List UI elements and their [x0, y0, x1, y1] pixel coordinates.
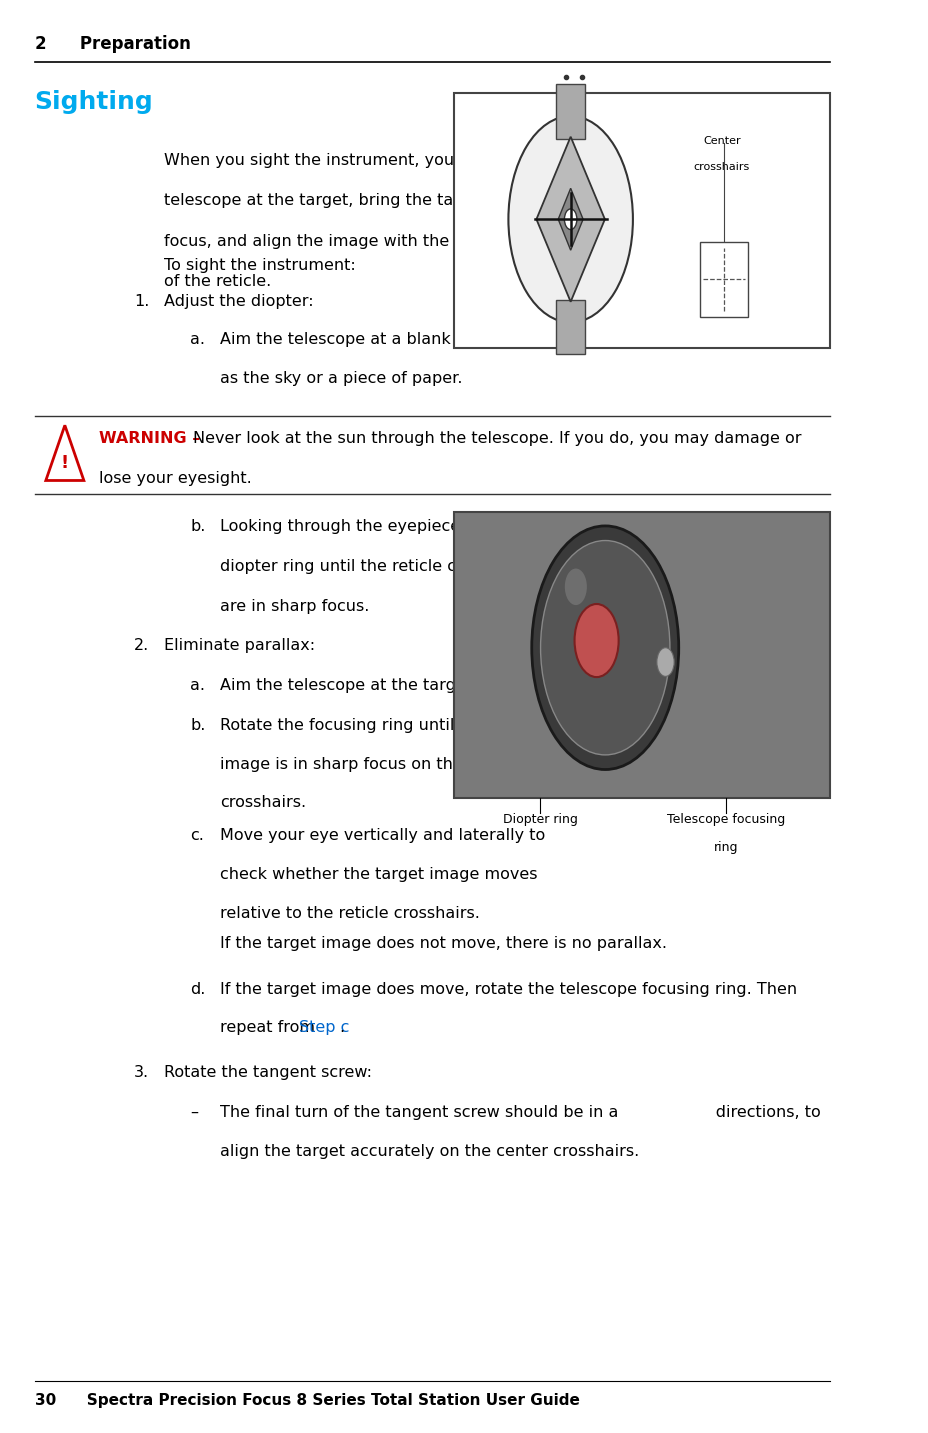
- Text: When you sight the instrument, you aim the: When you sight the instrument, you aim t…: [164, 153, 521, 168]
- Text: a.: a.: [190, 678, 205, 692]
- Text: To sight the instrument:: To sight the instrument:: [164, 258, 355, 272]
- Text: Move your eye vertically and laterally to: Move your eye vertically and laterally t…: [220, 828, 545, 843]
- Text: Telescope focusing: Telescope focusing: [666, 813, 784, 825]
- Text: of the reticle.: of the reticle.: [164, 274, 271, 288]
- Text: If the target image does not move, there is no parallax.: If the target image does not move, there…: [220, 936, 666, 950]
- Text: 3.: 3.: [134, 1065, 149, 1079]
- Text: WARNING –: WARNING –: [99, 431, 206, 446]
- Text: check whether the target image moves: check whether the target image moves: [220, 867, 537, 881]
- Text: Aim the telescope at the target image.: Aim the telescope at the target image.: [220, 678, 533, 692]
- Bar: [556, 299, 585, 354]
- Circle shape: [540, 540, 669, 755]
- Text: Eliminate parallax:: Eliminate parallax:: [164, 638, 316, 652]
- Text: Aim the telescope at a blank area, such: Aim the telescope at a blank area, such: [220, 332, 539, 347]
- Circle shape: [656, 648, 674, 676]
- Text: Rotate the focusing ring until the target: Rotate the focusing ring until the targe…: [220, 718, 540, 732]
- Text: telescope at the target, bring the target image into: telescope at the target, bring the targe…: [164, 193, 577, 208]
- Text: b.: b.: [190, 519, 205, 533]
- Text: 2  Preparation: 2 Preparation: [34, 34, 190, 53]
- Circle shape: [574, 605, 618, 678]
- Bar: [454, 512, 829, 798]
- Text: .: .: [339, 1020, 343, 1035]
- Text: Diopter ring: Diopter ring: [502, 813, 577, 825]
- Text: b.: b.: [190, 718, 205, 732]
- Text: are in sharp focus.: are in sharp focus.: [220, 599, 369, 613]
- Circle shape: [531, 526, 678, 770]
- Polygon shape: [558, 188, 583, 251]
- Text: The final turn of the tangent screw should be in a                   directions,: The final turn of the tangent screw shou…: [220, 1105, 820, 1119]
- Text: Step c: Step c: [299, 1020, 349, 1035]
- Text: If the target image does move, rotate the telescope focusing ring. Then: If the target image does move, rotate th…: [220, 982, 797, 996]
- Text: crosshairs.: crosshairs.: [220, 795, 306, 810]
- Text: Looking through the eyepiece, rotate the: Looking through the eyepiece, rotate the: [220, 519, 550, 533]
- Bar: [454, 93, 829, 348]
- Text: crosshairs: crosshairs: [693, 162, 749, 172]
- Text: !: !: [60, 454, 69, 471]
- Bar: [700, 242, 747, 317]
- Text: repeat from: repeat from: [220, 1020, 320, 1035]
- Text: diopter ring until the reticle crosshairs: diopter ring until the reticle crosshair…: [220, 559, 528, 573]
- Text: 2.: 2.: [134, 638, 149, 652]
- Text: Center: Center: [702, 136, 740, 146]
- Bar: [556, 85, 585, 139]
- Text: c.: c.: [190, 828, 204, 843]
- Text: as the sky or a piece of paper.: as the sky or a piece of paper.: [220, 371, 462, 385]
- Text: relative to the reticle crosshairs.: relative to the reticle crosshairs.: [220, 906, 480, 920]
- Text: Never look at the sun through the telescope. If you do, you may damage or: Never look at the sun through the telesc…: [193, 431, 801, 446]
- Circle shape: [564, 569, 586, 605]
- Text: align the target accurately on the center crosshairs.: align the target accurately on the cente…: [220, 1144, 639, 1158]
- Text: lose your eyesight.: lose your eyesight.: [99, 471, 251, 486]
- Text: image is in sharp focus on the reticle: image is in sharp focus on the reticle: [220, 757, 518, 771]
- Text: Adjust the diopter:: Adjust the diopter:: [164, 294, 314, 308]
- Text: Rotate the tangent screw:: Rotate the tangent screw:: [164, 1065, 372, 1079]
- Circle shape: [564, 209, 576, 229]
- Text: a.: a.: [190, 332, 205, 347]
- Circle shape: [508, 116, 632, 322]
- Text: 1.: 1.: [134, 294, 149, 308]
- Text: Sighting: Sighting: [34, 90, 153, 115]
- Text: –: –: [190, 1105, 198, 1119]
- Text: d.: d.: [190, 982, 205, 996]
- Text: 30  Spectra Precision Focus 8 Series Total Station User Guide: 30 Spectra Precision Focus 8 Series Tota…: [34, 1393, 579, 1407]
- Text: ring: ring: [714, 841, 738, 854]
- Text: focus, and align the image with the center crosshairs: focus, and align the image with the cent…: [164, 234, 592, 248]
- Polygon shape: [535, 136, 604, 302]
